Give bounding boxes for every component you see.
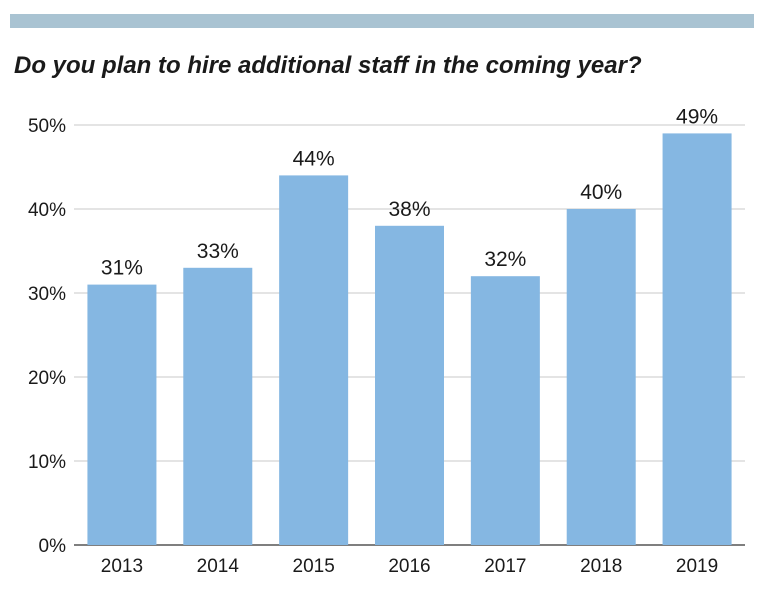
data-label: 44%: [293, 147, 335, 170]
bar: [183, 267, 253, 545]
bar: [470, 276, 540, 545]
data-label: 38%: [388, 198, 430, 221]
bar: [279, 175, 349, 545]
bar: [662, 133, 732, 545]
y-tick-label: 40%: [28, 200, 66, 221]
data-label: 33%: [197, 240, 239, 263]
y-tick-label: 0%: [39, 536, 67, 557]
x-tick-label: 2019: [676, 556, 718, 577]
bar: [375, 225, 444, 546]
x-tick-label: 2018: [580, 556, 622, 577]
bar: [87, 284, 157, 545]
data-label: 32%: [484, 248, 526, 271]
y-tick-label: 20%: [28, 368, 66, 389]
x-tick-label: 2017: [484, 556, 526, 577]
x-axis-ticks: 2013 2014 2015 2016 2017 2018 2019: [101, 556, 718, 577]
header-accent-bar: [10, 14, 754, 28]
chart-title: Do you plan to hire additional staff in …: [14, 52, 642, 79]
y-tick-label: 30%: [28, 284, 66, 305]
x-tick-label: 2013: [101, 556, 143, 577]
y-tick-label: 10%: [28, 452, 66, 473]
bar: [566, 209, 636, 545]
bars: [87, 133, 732, 546]
y-axis-ticks: 0% 10% 20% 30% 40% 50%: [28, 116, 66, 557]
x-tick-label: 2016: [388, 556, 430, 577]
data-label: 31%: [101, 257, 143, 280]
data-labels: 31% 33% 44% 38% 32% 40% 49%: [101, 105, 718, 279]
x-tick-label: 2014: [197, 556, 240, 577]
y-tick-label: 50%: [28, 116, 66, 137]
data-label: 49%: [676, 105, 718, 128]
data-label: 40%: [580, 181, 622, 204]
x-tick-label: 2015: [293, 556, 335, 577]
